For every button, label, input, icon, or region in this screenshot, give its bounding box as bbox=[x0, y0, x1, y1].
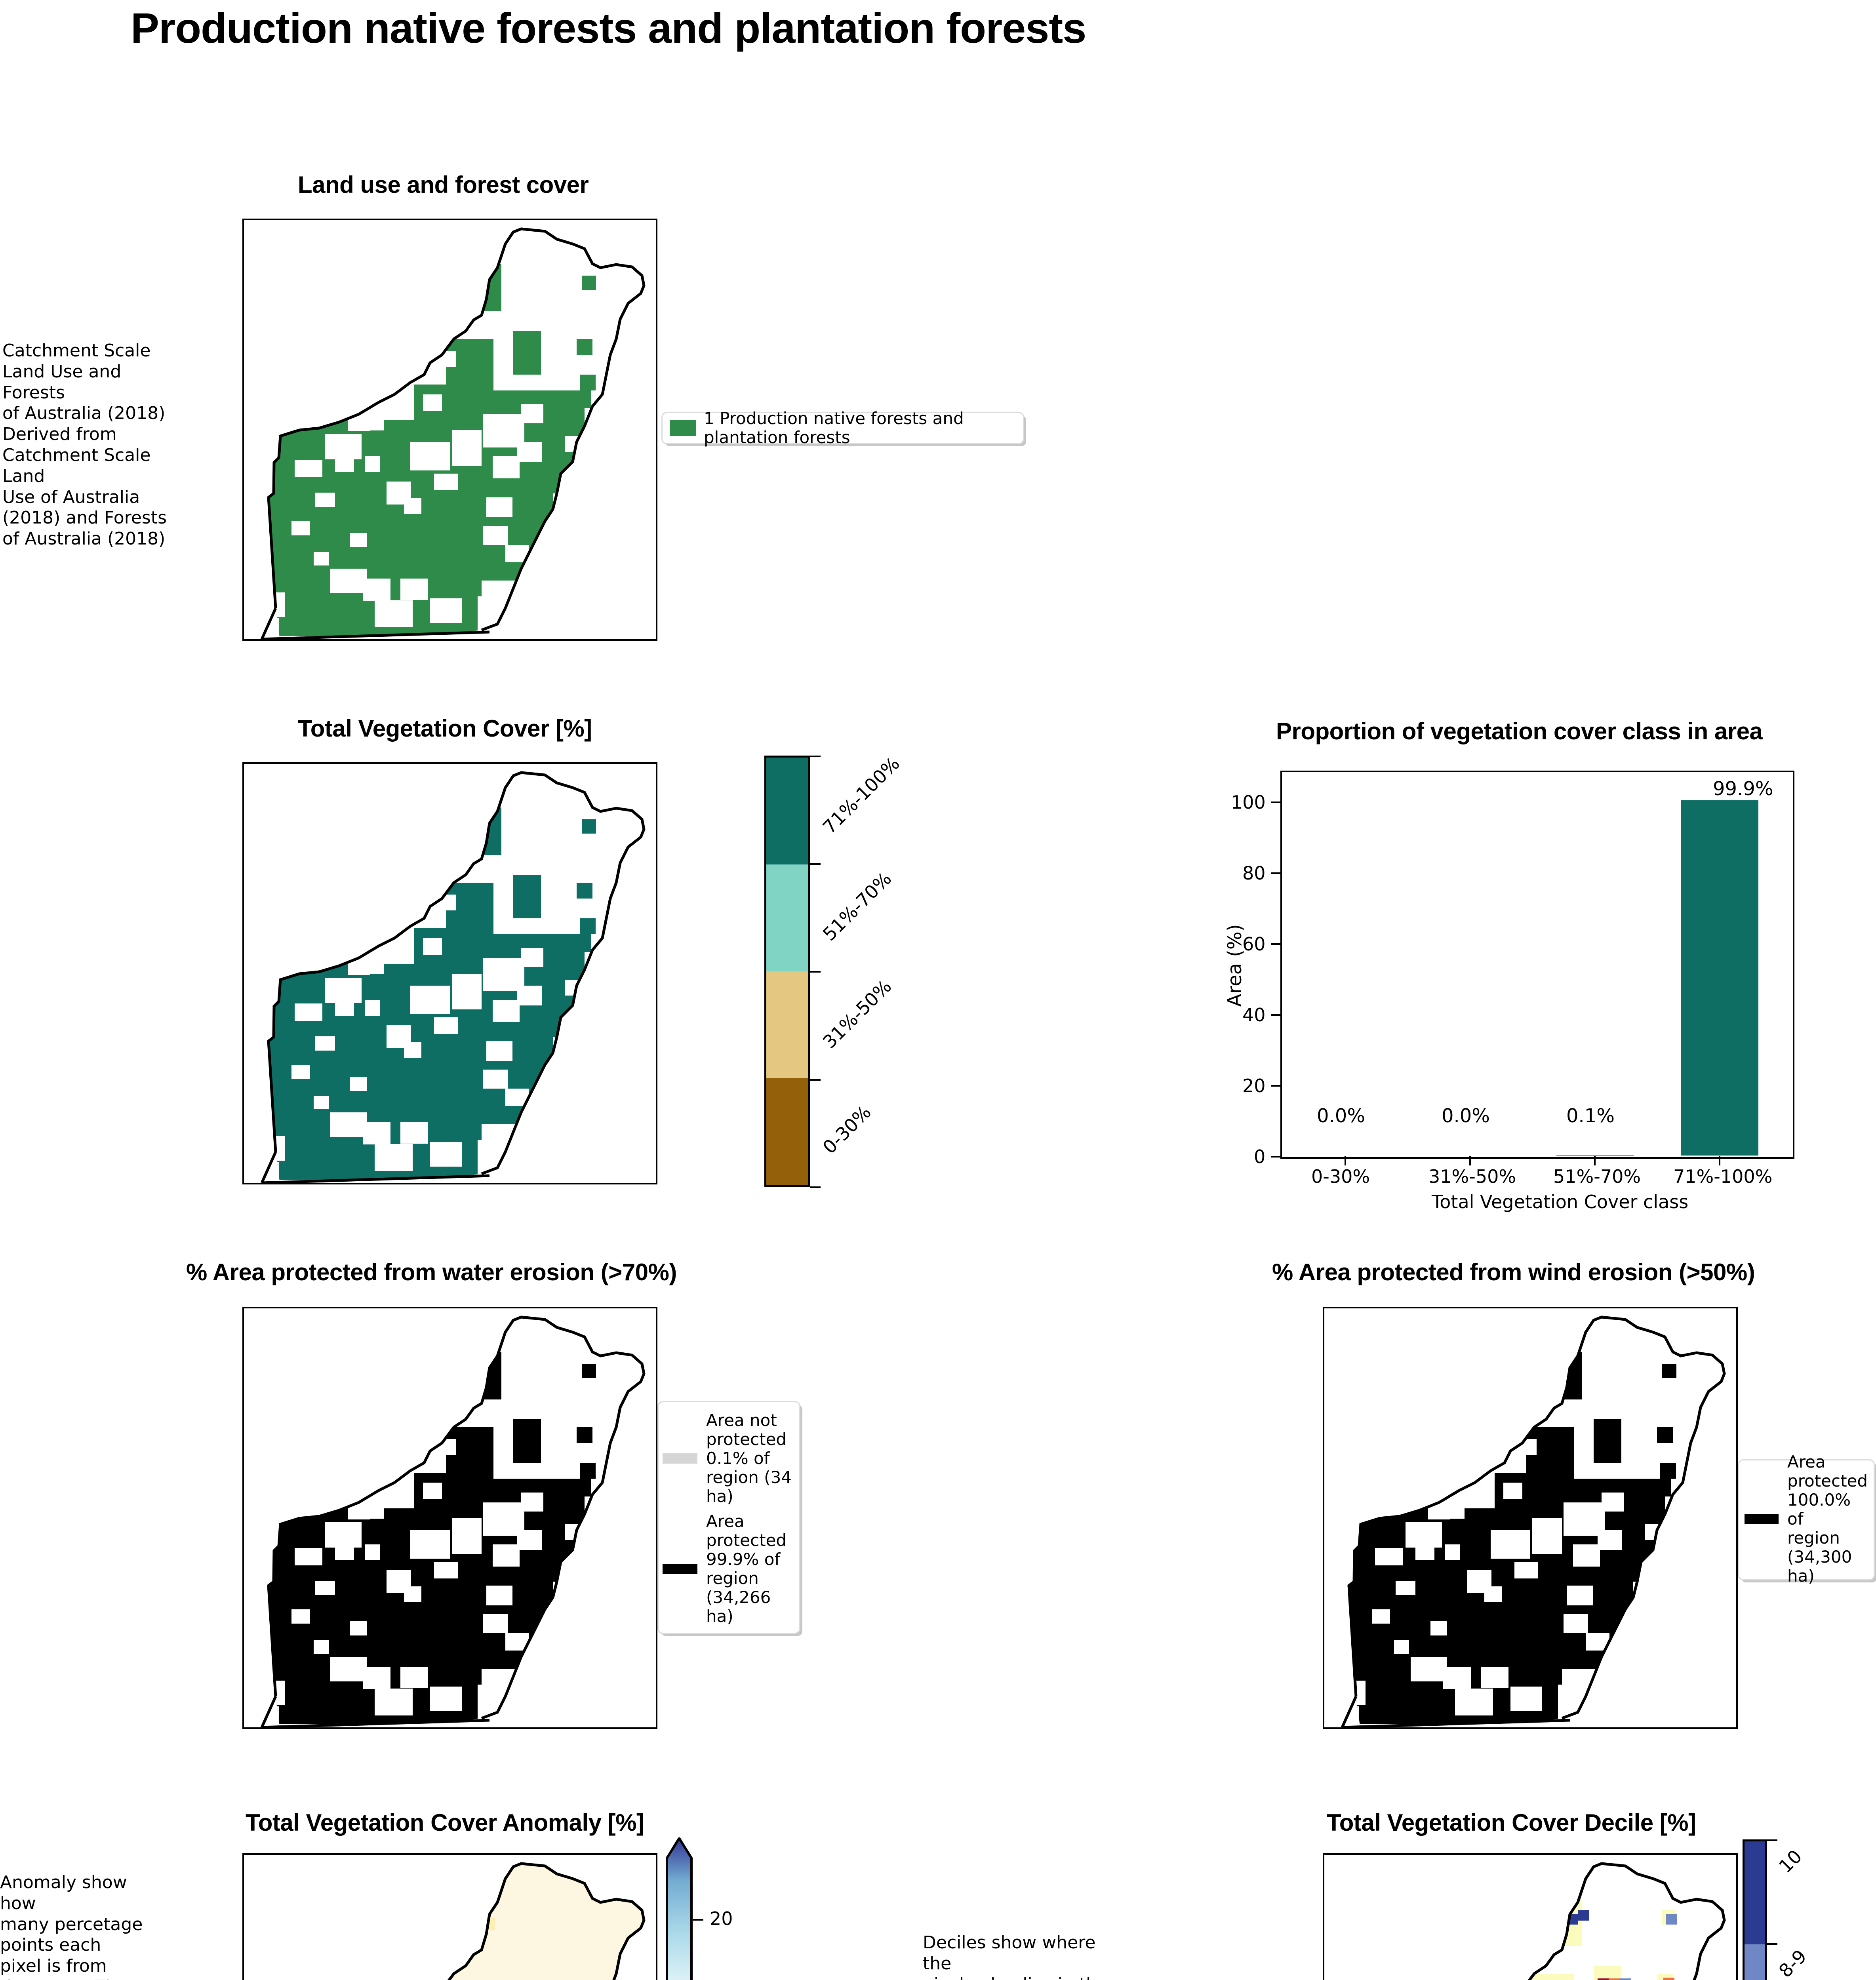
colorbar-label-0-30: 0-30% bbox=[818, 1101, 875, 1158]
decile-sidenote: Deciles show where the pixel value lies … bbox=[923, 1932, 1108, 1980]
landuse-map[interactable] bbox=[242, 219, 657, 641]
colorbar-segment-8-9 bbox=[1745, 1944, 1765, 1980]
bar-value-31-50: 0.0% bbox=[1442, 1105, 1490, 1127]
x-axis-label: Total Vegetation Cover class bbox=[1432, 1191, 1689, 1213]
water-erosion-panel-title: % Area protected from water erosion (>70… bbox=[186, 1259, 677, 1285]
ytick-60: 60 bbox=[1242, 933, 1266, 955]
xtick-51-70: 51%-70% bbox=[1553, 1166, 1641, 1187]
decile-panel-title: Total Vegetation Cover Decile [%] bbox=[1327, 1809, 1696, 1836]
legend-swatch-protected bbox=[663, 1564, 697, 1574]
list-item: 1 Production native forests and plantati… bbox=[663, 409, 1023, 447]
landuse-map-svg bbox=[260, 227, 646, 639]
water-erosion-map-svg bbox=[260, 1316, 646, 1727]
xtick-0-30: 0-30% bbox=[1311, 1166, 1370, 1187]
legend-label: Area not protected 0.1% of region (34 ha… bbox=[706, 1411, 792, 1506]
decile-colorbar[interactable] bbox=[1743, 1839, 1767, 1980]
anomaly-colorbar[interactable] bbox=[665, 1836, 693, 1980]
wind-erosion-map[interactable] bbox=[1323, 1307, 1738, 1729]
xtick-71-100: 71%-100% bbox=[1673, 1166, 1773, 1187]
decile-map[interactable] bbox=[1323, 1853, 1738, 1980]
legend-swatch-protected bbox=[1745, 1514, 1779, 1524]
anomaly-tick-20: 20 bbox=[710, 1908, 733, 1929]
colorbar-segment-51-70 bbox=[766, 864, 808, 971]
page-title: Production native forests and plantation… bbox=[131, 4, 1086, 52]
colorbar-label-51-70: 51%-70% bbox=[818, 868, 896, 945]
decile-label-10: 10 bbox=[1774, 1845, 1806, 1877]
landuse-panel-title: Land use and forest cover bbox=[298, 171, 589, 198]
barchart[interactable]: 0.0% 0.0% 0.1% 99.9% 0 20 40 60 80 100 0… bbox=[1216, 768, 1798, 1213]
colorbar-segment-10 bbox=[1745, 1841, 1765, 1944]
legend-label: 1 Production native forests and plantati… bbox=[704, 409, 964, 447]
bar-value-51-70: 0.1% bbox=[1566, 1105, 1615, 1127]
decile-map-svg bbox=[1495, 1862, 1726, 1980]
decile-label-8-9: 8-9 bbox=[1774, 1945, 1811, 1980]
list-item: Area protected 99.9% of region (34,266 h… bbox=[659, 1510, 799, 1633]
bar-value-71-100: 99.9% bbox=[1713, 778, 1773, 800]
legend-swatch-not-protected bbox=[663, 1453, 697, 1464]
colorbar-label-71-100: 71%-100% bbox=[818, 752, 904, 838]
ytick-0: 0 bbox=[1254, 1146, 1266, 1167]
vegcover-map[interactable] bbox=[242, 762, 657, 1184]
vegcover-colorbar[interactable] bbox=[764, 756, 810, 1187]
wind-erosion-panel-title: % Area protected from wind erosion (>50%… bbox=[1272, 1259, 1755, 1285]
colorbar-segment-0-30 bbox=[766, 1078, 808, 1185]
legend-label: Area protected 99.9% of region (34,266 h… bbox=[706, 1512, 787, 1626]
anomaly-map[interactable] bbox=[242, 1853, 657, 1980]
y-axis-label: Area (%) bbox=[1224, 924, 1246, 1007]
water-erosion-legend[interactable]: Area not protected 0.1% of region (34 ha… bbox=[657, 1401, 800, 1634]
ytick-20: 20 bbox=[1242, 1075, 1266, 1097]
ytick-80: 80 bbox=[1242, 862, 1266, 884]
anomaly-colorbar-svg bbox=[666, 1836, 693, 1980]
ytick-40: 40 bbox=[1242, 1004, 1266, 1026]
bar-51-70[interactable] bbox=[1556, 1155, 1634, 1156]
wind-erosion-legend[interactable]: Area protected 100.0% of region (34,300 … bbox=[1738, 1453, 1875, 1585]
wind-erosion-map-svg bbox=[1341, 1316, 1726, 1727]
colorbar-label-31-50: 31%-50% bbox=[818, 975, 896, 1053]
ytick-100: 100 bbox=[1231, 792, 1266, 813]
anomaly-map-svg bbox=[269, 1862, 646, 1980]
bar-71-100[interactable] bbox=[1681, 800, 1758, 1156]
list-item: Area not protected 0.1% of region (34 ha… bbox=[659, 1402, 799, 1510]
landuse-legend[interactable]: 1 Production native forests and plantati… bbox=[661, 409, 1024, 447]
barchart-title: Proportion of vegetation cover class in … bbox=[1276, 718, 1763, 744]
legend-swatch-forest bbox=[670, 420, 696, 436]
legend-label: Area protected 100.0% of region (34,300 … bbox=[1787, 1452, 1868, 1586]
bar-value-0-30: 0.0% bbox=[1317, 1105, 1365, 1127]
xtick-31-50: 31%-50% bbox=[1428, 1166, 1516, 1187]
water-erosion-map[interactable] bbox=[242, 1307, 657, 1729]
anomaly-sidenote: Anomaly show how many percetage points e… bbox=[0, 1872, 143, 1980]
vegcover-map-svg bbox=[260, 771, 646, 1183]
anomaly-panel-title: Total Vegetation Cover Anomaly [%] bbox=[246, 1809, 644, 1836]
list-item: Area protected 100.0% of region (34,300 … bbox=[1739, 1453, 1874, 1585]
colorbar-segment-71-100 bbox=[766, 758, 808, 864]
colorbar-segment-31-50 bbox=[766, 971, 808, 1078]
landuse-sidenote: Catchment Scale Land Use and Forests of … bbox=[2, 341, 167, 549]
vegcover-panel-title: Total Vegetation Cover [%] bbox=[298, 715, 592, 742]
